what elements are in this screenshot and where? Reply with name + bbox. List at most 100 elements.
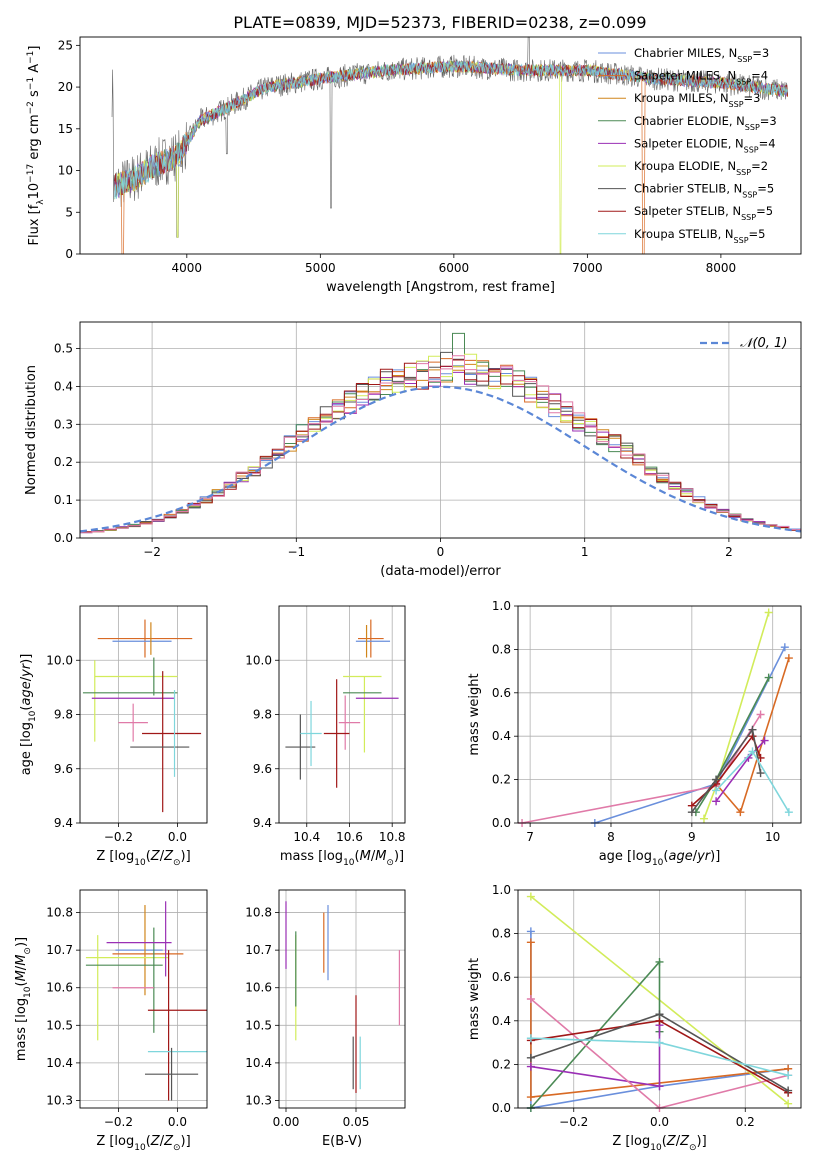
weight-marker xyxy=(526,927,535,936)
y-tick-label: 10.3 xyxy=(245,1093,272,1107)
weight-marker xyxy=(784,654,793,663)
x-tick-label: −0.2 xyxy=(104,1115,133,1129)
y-tick-label: 25 xyxy=(58,38,73,52)
weight-marker xyxy=(526,892,535,901)
axes-frame xyxy=(278,889,406,1109)
x-tick-label: 10.8 xyxy=(379,830,406,844)
figure-title: PLATE=0839, MJD=52373, FIBERID=0238, z=0… xyxy=(233,13,646,32)
weight-marker xyxy=(655,1038,664,1047)
spectrum-line-kroupa-stelib xyxy=(114,60,788,200)
y-tick-label: 10.0 xyxy=(245,653,272,667)
y-tick-label: 10.6 xyxy=(245,981,272,995)
x-tick-label: 10 xyxy=(765,830,780,844)
weight-line xyxy=(594,646,786,824)
weight-marker xyxy=(655,957,664,966)
y-tick-label: 0 xyxy=(65,247,73,261)
y-tick-label: 20 xyxy=(58,80,73,94)
mass-vs-EBV-panel: 0.00 0.05 10.3 10.4 10.5 10.6 10.7 10.8 E(B-V) xyxy=(245,889,406,1149)
x-tick-label: 1 xyxy=(581,545,589,559)
x-tick-label: −0.2 xyxy=(104,830,133,844)
y-tick-label: 0.0 xyxy=(492,816,511,830)
y-tick-label: 0.0 xyxy=(54,531,73,545)
x-axis-label: Z [log10(Z/Z⊙)] xyxy=(96,1134,190,1153)
x-tick-label: −2 xyxy=(143,545,161,559)
x-axis-label: (data-model)/error xyxy=(380,564,501,579)
weight-marker xyxy=(784,1071,793,1080)
y-axis-label: age [log10(age/yr)] xyxy=(19,654,38,776)
y-axis-label: Flux [fλ10−17 erg cm−2 s−1 A−1] xyxy=(26,46,46,246)
y-tick-label: 0.6 xyxy=(492,686,511,700)
y-tick-label: 9.4 xyxy=(253,816,272,830)
weight-marker xyxy=(784,1086,793,1095)
y-tick-label: 0.1 xyxy=(54,493,73,507)
axes-frame xyxy=(79,36,802,255)
weight-line xyxy=(691,727,762,813)
y-tick-label: 10.5 xyxy=(46,1018,73,1032)
y-axis-label: Normed distribution xyxy=(24,365,39,495)
y-tick-label: 10.7 xyxy=(46,943,73,957)
x-axis-label: mass [log10(M/M⊙)] xyxy=(280,849,404,868)
y-axis-label: mass [log10(M/M⊙)] xyxy=(14,937,33,1061)
legend-label: Salpeter ELODIE, NSSP=4 xyxy=(634,136,776,154)
x-tick-label: 0.05 xyxy=(343,1115,370,1129)
legend-label: Kroupa ELODIE, NSSP=2 xyxy=(634,159,768,177)
y-tick-label: 0.2 xyxy=(492,1057,511,1071)
residuals-panel: −2 −1 0 1 2 0.0 0.1 0.2 0.3 0.4 0.5 (data-model)/er… xyxy=(24,321,802,579)
x-tick-label: 9 xyxy=(688,830,696,844)
y-axis-label: mass weight xyxy=(467,958,482,1040)
age-vs-Z-panel: −0.2 0.0 9.4 9.6 9.8 10.0 Z [log10(Z/Z⊙)] age [… xyxy=(19,605,208,868)
weight-marker xyxy=(748,747,757,756)
axes-frame xyxy=(79,321,802,539)
y-tick-label: 10.3 xyxy=(46,1093,73,1107)
legend-label: Kroupa STELIB, NSSP=5 xyxy=(634,227,765,245)
axes-frame xyxy=(517,605,802,824)
x-tick-label: 8000 xyxy=(706,261,737,275)
x-tick-label: 0.0 xyxy=(168,830,187,844)
legend-label: 𝒩(0, 1) xyxy=(740,336,787,351)
y-tick-label: 0.8 xyxy=(492,927,511,941)
y-tick-label: 10.7 xyxy=(245,943,272,957)
axes-frame xyxy=(79,889,208,1109)
y-tick-label: 10.5 xyxy=(245,1018,272,1032)
weight-marker xyxy=(784,1099,793,1108)
normal-curve xyxy=(79,385,802,533)
y-tick-label: 0.2 xyxy=(54,455,73,469)
x-tick-label: 7000 xyxy=(572,261,603,275)
x-tick-label: 0.0 xyxy=(168,1115,187,1129)
weight-marker xyxy=(748,725,757,734)
y-tick-label: 9.8 xyxy=(54,708,73,722)
y-tick-label: 10.6 xyxy=(46,981,73,995)
x-tick-label: 0.00 xyxy=(273,1115,300,1129)
axes-frame xyxy=(278,605,406,824)
x-tick-label: −1 xyxy=(287,545,305,559)
y-tick-label: 9.6 xyxy=(54,762,73,776)
weight-marker xyxy=(655,1010,664,1019)
y-tick-label: 10.8 xyxy=(46,906,73,920)
x-tick-label: 10.4 xyxy=(293,830,320,844)
x-tick-label: 8 xyxy=(607,830,615,844)
y-tick-label: 10.8 xyxy=(245,906,272,920)
x-tick-label: 6000 xyxy=(439,261,470,275)
y-tick-label: 10.4 xyxy=(245,1056,272,1070)
x-tick-label: 0 xyxy=(437,545,445,559)
weight-marker xyxy=(655,1082,664,1091)
weight-marker xyxy=(712,797,721,806)
x-axis-label: E(B-V) xyxy=(322,1134,362,1149)
x-tick-label: 2 xyxy=(725,545,733,559)
y-axis-label: mass weight xyxy=(467,673,482,755)
y-tick-label: 0.3 xyxy=(54,417,73,431)
weight-marker xyxy=(784,808,793,817)
weight-marker xyxy=(687,808,696,817)
y-tick-label: 1.0 xyxy=(492,599,511,613)
weight-marker xyxy=(712,786,721,795)
x-tick-label: 0.0 xyxy=(650,1115,669,1129)
weight-marker xyxy=(756,710,765,719)
weight-marker xyxy=(526,938,535,947)
y-tick-label: 0.6 xyxy=(492,970,511,984)
legend-label: Kroupa MILES, NSSP=3 xyxy=(634,91,760,109)
axes-frame xyxy=(79,605,208,824)
axes-frame xyxy=(517,889,802,1109)
weight-marker xyxy=(699,814,708,823)
x-tick-label: 10.6 xyxy=(336,830,363,844)
x-axis-label: age [log10(age/yr)] xyxy=(599,849,721,868)
